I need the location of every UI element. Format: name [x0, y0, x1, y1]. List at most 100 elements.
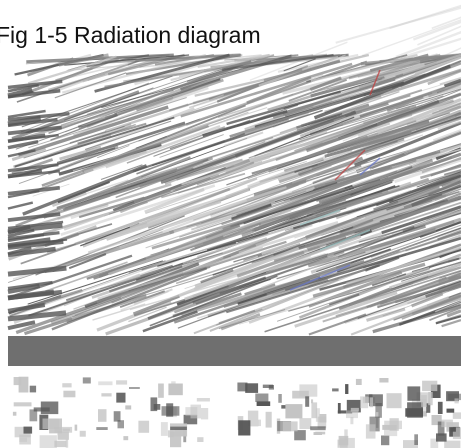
diagonal-streak [238, 221, 339, 255]
block-fragment [29, 409, 38, 422]
block-fragment [311, 399, 314, 404]
block-fragment [96, 427, 108, 430]
diagonal-streak [160, 110, 357, 184]
block-fragment [379, 378, 389, 383]
diagonal-streak [305, 104, 415, 137]
diagonal-streak [181, 156, 271, 186]
edge-streak [7, 139, 39, 150]
block-fragment [382, 424, 397, 430]
diagonal-streak [434, 300, 461, 313]
diagonal-streak [414, 56, 461, 75]
diagonal-streak [427, 69, 461, 86]
diagonal-streak [404, 284, 446, 302]
diagonal-streak [218, 309, 256, 325]
block-fragment [350, 416, 354, 425]
diagonal-streak [350, 296, 449, 336]
accent-streak [359, 157, 381, 176]
diagonal-streak [133, 253, 329, 317]
diagonal-streak [120, 290, 169, 312]
diagonal-streak [299, 110, 363, 138]
diagonal-streak [209, 268, 367, 332]
diagonal-streak [136, 132, 246, 175]
diagonal-streak [310, 53, 418, 83]
diagonal-streak [64, 54, 190, 66]
diagonal-streak [251, 125, 409, 175]
block-fragment [431, 415, 442, 426]
diagonal-streak [264, 282, 414, 333]
edge-streak [7, 246, 56, 258]
block-fragment [13, 377, 22, 386]
diagonal-streak [425, 283, 461, 298]
block-fragment [245, 383, 259, 393]
accent-streak [334, 149, 366, 181]
diagonal-streak [155, 86, 209, 108]
diagonal-streak [100, 164, 143, 181]
diagonal-streak [411, 296, 461, 316]
diagonal-streak [276, 251, 366, 280]
diagonal-streak [446, 309, 461, 318]
block-fragment [436, 433, 447, 442]
block-fragment [310, 426, 326, 431]
edge-streak [7, 90, 34, 99]
diagonal-streak [391, 60, 461, 90]
diagonal-streak [62, 167, 195, 212]
block-fragment [345, 384, 349, 394]
block-fragment [437, 401, 443, 414]
block-fragment [350, 407, 359, 412]
diagonal-streak [169, 246, 300, 301]
diagonal-streak [133, 188, 171, 204]
diagonal-streak [437, 120, 461, 130]
diagonal-streak [220, 313, 261, 331]
diagonal-streak [432, 102, 461, 115]
diagonal-streak [261, 259, 332, 289]
block-fragment [129, 387, 140, 389]
diagonal-streak [350, 89, 423, 114]
diagonal-streak [358, 212, 461, 243]
diagonal-streak [389, 262, 461, 289]
diagonal-streak [190, 222, 262, 252]
block-fragment [403, 440, 418, 448]
color-accent-streaks [289, 69, 381, 291]
block-fragment [39, 435, 57, 448]
diagonal-streak [226, 90, 341, 126]
diagonal-streak [416, 171, 461, 188]
diagonal-streak [84, 120, 172, 150]
diagonal-streak [357, 280, 461, 320]
diagonal-streak [376, 97, 461, 134]
block-fragment [258, 419, 261, 427]
diagonal-streak [438, 247, 461, 259]
block-fragment [365, 424, 376, 439]
edge-streak [7, 283, 41, 294]
horizontal-gray-band [8, 336, 461, 366]
diagonal-streak [253, 181, 293, 196]
block-fragment [116, 392, 126, 403]
block-fragment [407, 386, 421, 401]
block-fragment [262, 384, 274, 388]
block-fragment [360, 396, 369, 409]
block-fragment [138, 420, 150, 433]
diagonal-streak [92, 303, 146, 321]
block-fragment [74, 424, 78, 431]
edge-streak [7, 149, 36, 158]
block-fragment [23, 426, 33, 434]
block-fragment [355, 378, 362, 385]
block-fragment [375, 403, 382, 418]
diagonal-streak [394, 199, 449, 218]
diagonal-streak [63, 212, 110, 231]
block-fragment [160, 422, 168, 436]
block-fragment [62, 383, 72, 388]
block-fragment [57, 431, 69, 440]
diagonal-streak [239, 293, 348, 325]
bottom-block-glyphs [12, 376, 461, 448]
faint-streak [395, 30, 461, 59]
diagonal-streak [366, 307, 406, 322]
diagonal-streak [161, 172, 246, 199]
block-fragment [113, 411, 121, 422]
diagonal-streak [231, 203, 272, 221]
diagonal-streak [210, 176, 340, 218]
block-fragment [344, 429, 348, 445]
diagonal-streak [96, 240, 287, 304]
diagonal-streak [296, 112, 343, 129]
diagonal-streak [304, 200, 450, 248]
block-fragment [281, 405, 288, 409]
